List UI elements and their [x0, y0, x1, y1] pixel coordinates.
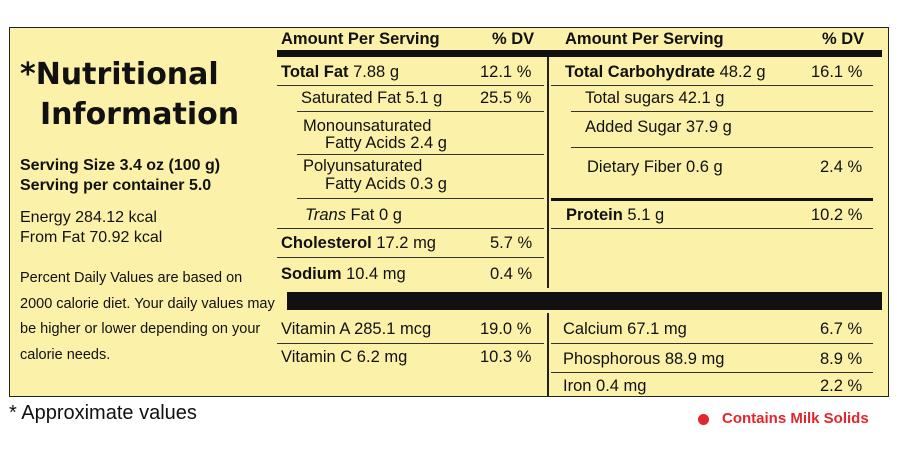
mono-line-1: Monounsaturated — [303, 117, 432, 135]
cholesterol-row: Cholesterol 17.2 mg — [281, 234, 436, 253]
vitamin-band — [287, 292, 882, 310]
poly-line-1: Polyunsaturated — [303, 157, 423, 175]
energy: Energy 284.12 kcal — [20, 209, 157, 226]
header-dv-2: % DV — [822, 30, 865, 48]
divider — [571, 147, 873, 148]
cholesterol-value: 17.2 mg — [371, 234, 436, 252]
iron-dv: 2.2 % — [820, 377, 863, 395]
trans-label: Trans — [305, 206, 346, 224]
serving-size: Serving Size 3.4 oz (100 g) — [20, 157, 221, 174]
total-fat-dv: 12.1 % — [480, 63, 532, 81]
protein-label: Protein — [566, 206, 623, 224]
total-carb-dv: 16.1 % — [811, 63, 863, 81]
divider — [297, 111, 544, 112]
column-divider-top — [547, 57, 549, 288]
title-line-2: Information — [40, 97, 240, 132]
phosphorous-dv: 8.9 % — [820, 350, 863, 368]
header-amount-2: Amount Per Serving — [565, 30, 724, 48]
vitamin-c: Vitamin C 6.2 mg — [281, 348, 408, 366]
divider — [551, 228, 873, 229]
protein-dv: 10.2 % — [811, 206, 863, 224]
total-fat-value: 7.88 g — [348, 63, 399, 81]
divider — [277, 85, 544, 86]
dietary-fiber-dv: 2.4 % — [820, 158, 863, 176]
daily-value-note: Percent Daily Values are based on 2000 c… — [20, 270, 275, 363]
trans-value: Fat 0 g — [345, 206, 402, 224]
saturated-fat: Saturated Fat 5.1 g — [301, 89, 443, 107]
divider — [297, 154, 544, 155]
sodium-value: 10.4 mg — [341, 265, 406, 283]
sodium-dv: 0.4 % — [490, 265, 533, 283]
divider — [571, 111, 873, 112]
divider — [277, 228, 544, 229]
header-dv-1: % DV — [492, 30, 535, 48]
protein-rule — [551, 198, 873, 201]
total-carb-row: Total Carbohydrate 48.2 g — [565, 63, 766, 82]
header-rule — [277, 50, 882, 57]
vitamin-a-dv: 19.0 % — [480, 320, 532, 338]
divider — [551, 85, 873, 86]
total-sugars: Total sugars 42.1 g — [585, 89, 725, 107]
divider — [277, 343, 544, 344]
vitamin-a: Vitamin A 285.1 mcg — [281, 320, 432, 338]
header-amount-1: Amount Per Serving — [281, 30, 440, 48]
added-sugar: Added Sugar 37.9 g — [585, 118, 732, 136]
cholesterol-label: Cholesterol — [281, 234, 372, 252]
calcium: Calcium 67.1 mg — [563, 320, 687, 338]
milk-solids-note: Contains Milk Solids — [722, 410, 869, 427]
divider — [551, 343, 873, 344]
calcium-dv: 6.7 % — [820, 320, 863, 338]
divider — [551, 372, 873, 373]
poly-line-2: Fatty Acids 0.3 g — [325, 175, 447, 193]
vitamin-c-dv: 10.3 % — [480, 348, 532, 366]
saturated-fat-dv: 25.5 % — [480, 89, 532, 107]
protein-row: Protein 5.1 g — [566, 206, 664, 225]
trans-fat-row: Trans Fat 0 g — [305, 206, 402, 225]
title-line-1: *Nutritional — [20, 57, 219, 92]
protein-value: 5.1 g — [622, 206, 665, 224]
total-fat-label: Total Fat — [281, 63, 349, 81]
sodium-row: Sodium 10.4 mg — [281, 265, 406, 284]
cholesterol-dv: 5.7 % — [490, 234, 533, 252]
red-dot-icon — [698, 414, 709, 425]
sodium-label: Sodium — [281, 265, 342, 283]
mono-line-2: Fatty Acids 2.4 g — [325, 134, 447, 152]
servings-per-container: Serving per container 5.0 — [20, 177, 212, 194]
dietary-fiber: Dietary Fiber 0.6 g — [587, 158, 723, 176]
divider — [297, 198, 544, 199]
divider — [277, 257, 544, 258]
total-fat-row: Total Fat 7.88 g — [281, 63, 399, 82]
from-fat: From Fat 70.92 kcal — [20, 229, 163, 246]
approximate-values-note: * Approximate values — [9, 402, 197, 424]
total-carb-value: 48.2 g — [715, 63, 766, 81]
total-carb-label: Total Carbohydrate — [565, 63, 716, 81]
iron: Iron 0.4 mg — [563, 377, 647, 395]
column-divider-bottom — [547, 313, 549, 397]
nutrition-panel — [9, 27, 889, 397]
phosphorous: Phosphorous 88.9 mg — [563, 350, 725, 368]
